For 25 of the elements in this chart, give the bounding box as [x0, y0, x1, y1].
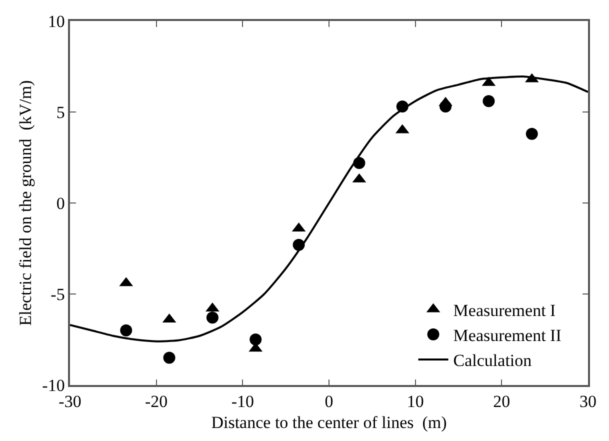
point	[440, 100, 452, 113]
point	[120, 324, 132, 336]
legend-label: Calculation	[453, 351, 532, 370]
point	[526, 128, 538, 140]
y-tick-label: -5	[50, 284, 65, 304]
x-tick-label: 20	[493, 392, 510, 412]
point	[250, 334, 262, 346]
x-tick-label: -30	[58, 392, 82, 412]
point	[163, 352, 176, 364]
y-tick-label: 5	[56, 102, 65, 122]
x-tick-label: 0	[324, 392, 334, 412]
point	[206, 312, 218, 324]
y-tick-label: 10	[48, 12, 65, 31]
x-tick-label: 30	[580, 392, 596, 412]
x-axis-title: Distance to the center of lines (m)	[211, 413, 447, 432]
point	[482, 95, 495, 108]
legend-label: Measurement I	[453, 300, 556, 320]
x-tick-label: -10	[231, 392, 254, 412]
y-tick-label: -10	[42, 376, 65, 395]
x-tick-label: 10	[406, 392, 424, 412]
legend-label: Measurement II	[453, 326, 562, 345]
line-series	[70, 76, 588, 342]
x-tick-label: -20	[144, 392, 168, 412]
y-axis-title: Electric field on the ground (kV/m)	[16, 80, 36, 326]
y-tick-label: 0	[56, 194, 65, 213]
